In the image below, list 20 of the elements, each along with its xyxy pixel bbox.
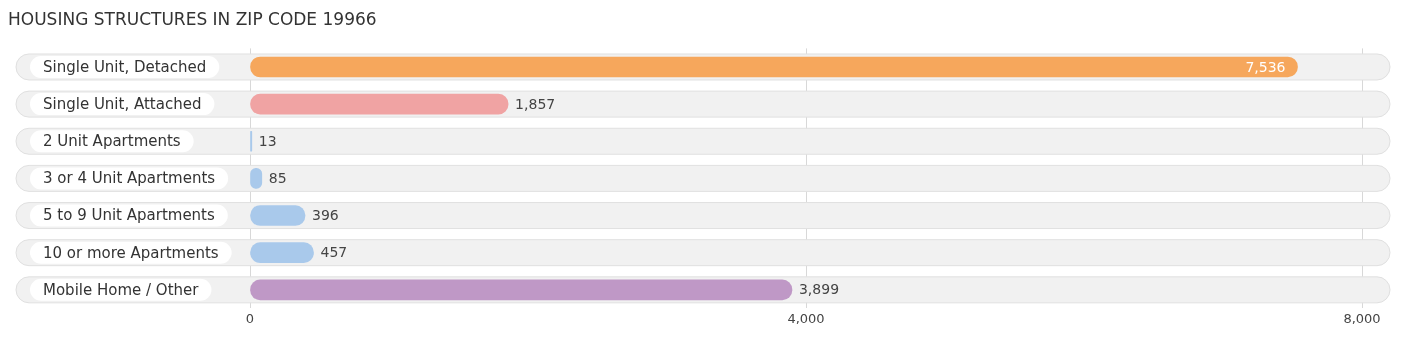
- data-label: 7,536: [1245, 58, 1286, 75]
- y-tick-label: 3 or 4 Unit Apartments: [43, 169, 216, 188]
- y-tick-label: 10 or more Apartments: [43, 243, 219, 262]
- y-tick-label: Single Unit, Detached: [43, 57, 207, 76]
- chart-title: HOUSING STRUCTURES IN ZIP CODE 19966: [8, 8, 377, 29]
- x-tick-label: 0: [245, 310, 255, 326]
- y-tick-label: 2 Unit Apartments: [43, 132, 181, 151]
- data-label: 13: [258, 132, 277, 149]
- y-tick-label: Mobile Home / Other: [43, 280, 200, 299]
- data-label: 1,857: [515, 95, 556, 112]
- y-tick-label: Single Unit, Attached: [43, 95, 202, 113]
- data-label: 457: [320, 244, 348, 261]
- data-label: 3,899: [798, 281, 840, 298]
- x-tick-label: 4,000: [787, 310, 825, 326]
- data-label: 396: [312, 207, 339, 224]
- y-tick-label: 5 to 9 Unit Apartments: [43, 206, 215, 225]
- bar: [250, 93, 509, 115]
- data-label: 85: [268, 170, 287, 187]
- x-tick-label: 8,000: [1343, 310, 1381, 326]
- bar: [250, 242, 314, 264]
